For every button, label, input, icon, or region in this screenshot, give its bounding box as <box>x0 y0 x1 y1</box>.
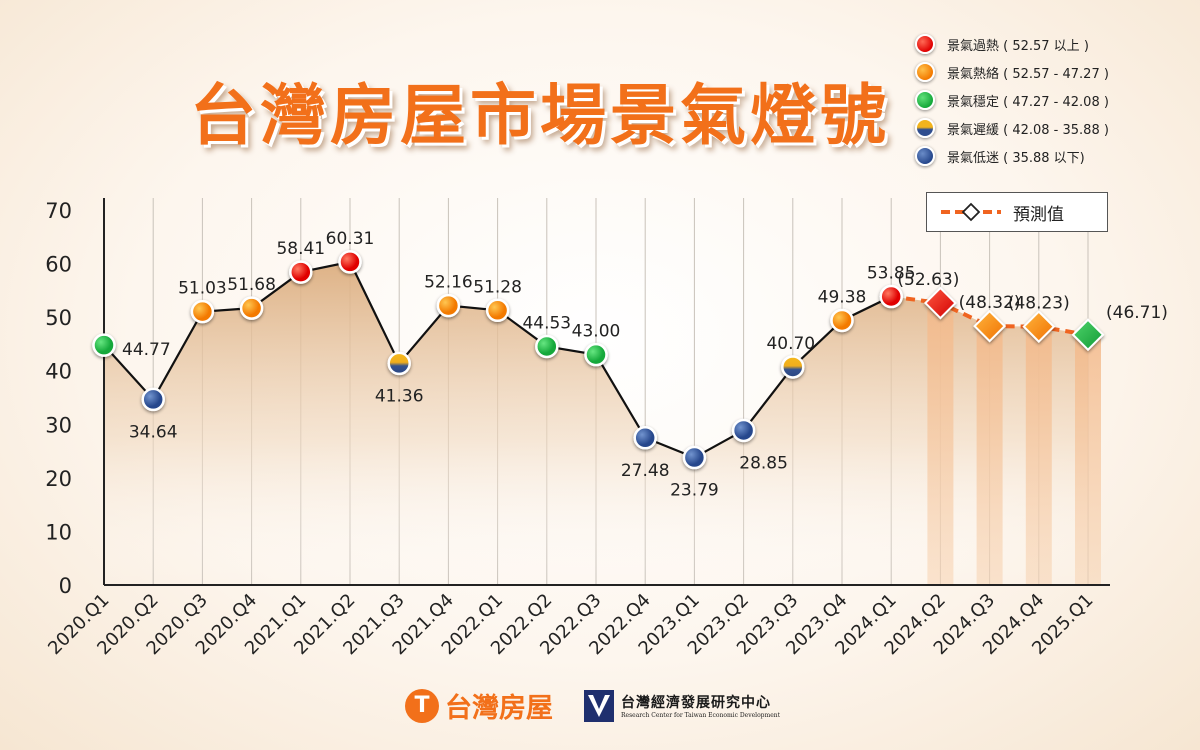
footer-logos: T 台灣房屋 台灣經濟發展研究中心 Research Center for Ta… <box>405 686 780 725</box>
data-label: 28.85 <box>739 453 788 473</box>
taiwan-realty-logo: T 台灣房屋 <box>405 686 553 725</box>
legend-label: 景氣遲緩 ( 42.08 - 35.88 ) <box>947 122 1109 138</box>
y-tick-label: 0 <box>59 574 72 598</box>
tcd-mark-icon <box>584 689 614 722</box>
data-label: (46.71) <box>1106 303 1168 323</box>
forecast-data-point <box>923 286 957 320</box>
forecast-bar <box>1025 326 1052 585</box>
data-label: 34.64 <box>129 422 178 442</box>
data-point <box>879 284 903 309</box>
data-label: 49.38 <box>818 287 867 307</box>
legend-item-slow: 景氣遲緩 ( 42.08 - 35.88 ) <box>915 114 1109 142</box>
tcd-english-name: Research Center for Taiwan Economic Deve… <box>621 712 781 719</box>
data-label: 52.16 <box>424 273 473 293</box>
legend-item-hot: 景氣熱絡 ( 52.57 - 47.27 ) <box>915 58 1109 86</box>
blue-dot-icon <box>915 146 935 166</box>
data-label: 51.03 <box>178 279 227 299</box>
data-point <box>436 293 461 318</box>
legend-item-depressed: 景氣低迷 ( 35.88 以下) <box>915 142 1109 170</box>
data-point <box>535 334 559 359</box>
yellow-blue-dot-icon <box>915 118 935 138</box>
orange-dot-icon <box>915 62 935 82</box>
data-point <box>633 426 657 450</box>
data-label: 40.70 <box>766 334 815 354</box>
taiwan-realty-name: 台灣房屋 <box>445 693 553 724</box>
forecast-data-point <box>1022 310 1056 344</box>
y-tick-label: 50 <box>45 306 72 330</box>
tcd-logo: 台灣經濟發展研究中心 Research Center for Taiwan Ec… <box>583 689 780 723</box>
legend-label: 景氣穩定 ( 47.27 - 42.08 ) <box>947 94 1109 110</box>
forecast-bars <box>927 303 1101 585</box>
data-label: 44.53 <box>522 313 571 333</box>
forecast-bar <box>927 303 954 585</box>
y-tick-label: 40 <box>45 360 72 384</box>
legend-label: 景氣熱絡 ( 52.57 - 47.27 ) <box>947 66 1109 82</box>
y-tick-label: 70 <box>45 199 72 223</box>
data-label: (52.63) <box>897 270 959 290</box>
data-point <box>92 333 116 357</box>
red-dot-icon <box>915 34 935 54</box>
data-point <box>289 260 313 284</box>
series-line-forecast <box>890 294 1089 337</box>
green-dot-icon <box>915 90 935 110</box>
data-label: 51.68 <box>227 275 276 295</box>
y-tick-label: 10 <box>45 520 72 544</box>
y-tick-label: 60 <box>45 253 72 277</box>
forecast-line-icon <box>941 202 1001 222</box>
data-point <box>239 296 264 320</box>
data-label: 27.48 <box>621 461 670 481</box>
data-point <box>781 355 805 379</box>
data-label: (48.32) <box>959 293 1021 313</box>
y-tick-label: 20 <box>45 467 72 491</box>
data-label: 41.36 <box>375 386 424 406</box>
legend-item-stable: 景氣穩定 ( 47.27 - 42.08 ) <box>915 86 1109 114</box>
data-point <box>830 308 854 333</box>
data-label: 60.31 <box>326 229 375 249</box>
data-label: 51.28 <box>473 277 522 297</box>
data-label: 44.77 <box>122 340 171 360</box>
forecast-bar <box>976 326 1003 585</box>
forecast-legend-label: 預測值 <box>1013 204 1064 225</box>
data-label: 58.41 <box>276 239 325 259</box>
forecast-bar <box>1075 334 1101 585</box>
legend-label: 景氣低迷 ( 35.88 以下) <box>947 150 1085 166</box>
data-point <box>485 298 510 323</box>
legend-label: 景氣過熱 ( 52.57 以上 ) <box>947 38 1089 54</box>
data-label: 43.00 <box>572 322 621 342</box>
tcd-name: 台灣經濟發展研究中心 <box>621 695 771 711</box>
page-title: 台灣房屋市場景氣燈號 <box>190 77 890 154</box>
data-point <box>190 299 215 324</box>
data-markers <box>92 250 1105 470</box>
area-under-line <box>104 261 1088 585</box>
data-label: (48.23) <box>1008 294 1070 314</box>
data-label: 23.79 <box>670 481 719 501</box>
data-label: 53.85 <box>867 264 916 284</box>
data-point <box>682 445 707 470</box>
data-point <box>141 387 165 412</box>
y-tick-label: 30 <box>45 413 72 437</box>
data-point <box>387 351 411 376</box>
signal-legend: 景氣過熱 ( 52.57 以上 ) 景氣熱絡 ( 52.57 - 47.27 )… <box>915 30 1109 170</box>
forecast-data-point <box>973 309 1007 343</box>
taiwan-realty-mark-icon: T <box>405 688 439 723</box>
area-fill <box>104 261 1088 585</box>
data-point <box>731 418 756 443</box>
data-point <box>338 250 362 274</box>
forecast-data-point <box>1071 318 1105 352</box>
legend-item-overheat: 景氣過熱 ( 52.57 以上 ) <box>915 30 1109 58</box>
data-point <box>584 342 608 367</box>
forecast-legend: 預測值 <box>926 192 1108 232</box>
